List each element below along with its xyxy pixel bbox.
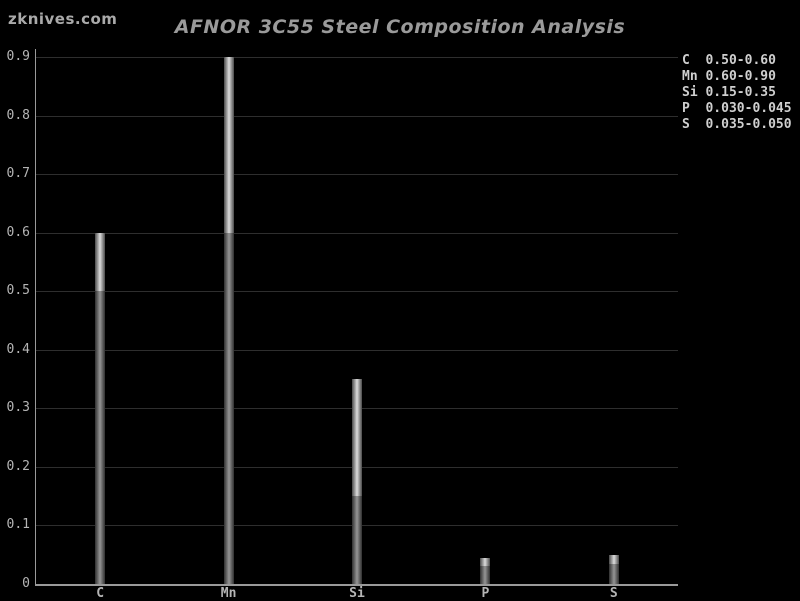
chart-title: AFNOR 3C55 Steel Composition Analysis: [174, 16, 626, 38]
legend: C 0.50-0.60 Mn 0.60-0.90 Si 0.15-0.35 P 0.0…: [682, 53, 792, 133]
gridline: [36, 291, 678, 293]
bar-range-segment: [608, 554, 619, 564]
y-axis-tick-label: 0.1: [6, 517, 30, 533]
y-axis-tick-label: 0.9: [6, 49, 30, 64]
y-axis-tick-label: 0.3: [6, 400, 30, 416]
x-axis-tick-label: S: [609, 586, 618, 601]
legend-row: S 0.035-0.050: [682, 117, 792, 132]
x-axis-tick-label: C: [96, 586, 105, 601]
x-axis-line: [36, 584, 678, 586]
bar-base-segment: [352, 496, 362, 584]
y-axis-tick-label: 0: [22, 576, 30, 591]
y-axis-tick-label: 0.2: [6, 458, 30, 474]
y-axis-tick-label: 0.4: [6, 341, 30, 357]
bar-range-segment: [95, 232, 106, 292]
gridline: [36, 349, 678, 351]
x-axis-tick-label: P: [481, 586, 490, 601]
x-axis-tick-labels: C Mn Si P S: [36, 586, 678, 601]
bar-range-segment: [352, 379, 362, 497]
legend-row: P 0.030-0.045: [682, 101, 792, 116]
y-axis-tick-label: 0.8: [6, 107, 30, 123]
bar-range-segment: [223, 57, 234, 233]
legend-row: Mn 0.60-0.90: [682, 69, 776, 84]
gridline: [36, 115, 678, 117]
watermark: zknives.com: [8, 10, 118, 28]
y-axis-tick-label: 0.5: [6, 283, 30, 299]
bar-base-segment: [480, 566, 491, 584]
y-axis-tick-label: 0.6: [6, 224, 30, 240]
gridline: [36, 57, 678, 58]
y-axis-tick-label: 0.7: [6, 166, 30, 182]
bar-base-segment: [608, 563, 619, 584]
plot-area: [35, 49, 678, 586]
y-axis-line: [35, 49, 36, 586]
legend-row: C 0.50-0.60: [682, 53, 776, 68]
bar-base-segment: [223, 232, 234, 584]
legend-row: Si 0.15-0.35: [682, 85, 776, 100]
x-axis-tick-label: Mn: [220, 586, 237, 601]
x-axis-tick-label: Si: [349, 586, 365, 601]
bar-range-segment: [480, 557, 491, 567]
bar-base-segment: [95, 291, 106, 584]
gridline: [36, 174, 678, 176]
y-axis-tick-labels: 0 0.1 0.2 0.3 0.4 0.5 0.6 0.7 0.8 0.9: [0, 49, 30, 591]
gridline: [36, 232, 678, 234]
